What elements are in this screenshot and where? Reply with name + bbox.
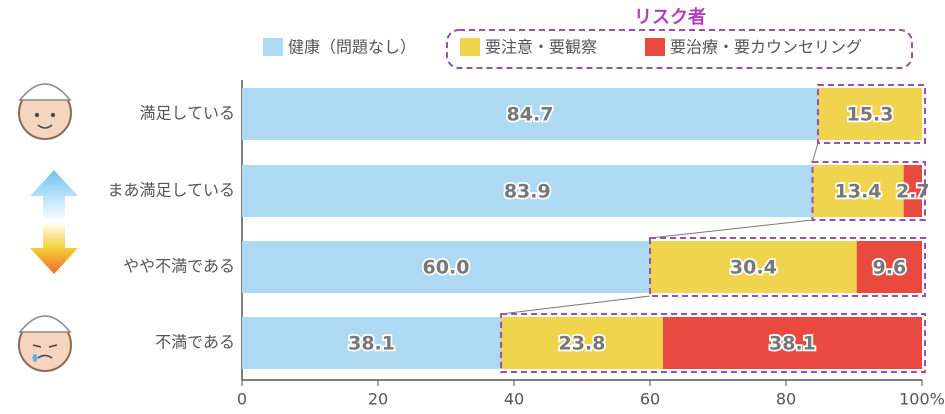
legend-swatch bbox=[263, 38, 283, 56]
x-tick-label: 40 bbox=[504, 390, 524, 409]
legend-label: 健康（問題なし） bbox=[288, 38, 416, 57]
value-label: 13.4 bbox=[835, 181, 882, 203]
value-label: 83.9 bbox=[504, 181, 551, 203]
chart: リスク者 0 20 40 60 80 100% 健康（問題なし） 要注意・要観察 要治療・要カウ… bbox=[0, 0, 945, 410]
value-label: 9.6 bbox=[873, 257, 907, 279]
value-label: 38.1 bbox=[769, 333, 816, 355]
value-label: 38.1 bbox=[348, 333, 395, 355]
risk-connector bbox=[650, 220, 813, 238]
value-label: 15.3 bbox=[847, 104, 894, 126]
y-tick-label: まあ満足している bbox=[107, 181, 235, 200]
value-label: 23.8 bbox=[559, 333, 606, 355]
x-tick-label: 60 bbox=[640, 390, 660, 409]
value-label: 30.4 bbox=[730, 257, 777, 279]
legend-label: 要治療・要カウンセリング bbox=[670, 38, 862, 57]
risk-connector bbox=[813, 143, 818, 162]
legend-label: 要注意・要観察 bbox=[485, 38, 597, 57]
value-label: 84.7 bbox=[507, 104, 554, 126]
y-tick-label: 満足している bbox=[139, 104, 235, 123]
y-tick-label: 不満である bbox=[155, 333, 235, 352]
value-label: 60.0 bbox=[423, 257, 470, 279]
y-tick-label: やや不満である bbox=[123, 257, 235, 276]
face-sad bbox=[19, 316, 71, 371]
x-tick-label: 0 bbox=[237, 390, 247, 409]
scale-arrow bbox=[30, 170, 78, 274]
face-happy bbox=[19, 84, 71, 139]
x-tick-label: 80 bbox=[776, 390, 796, 409]
annotation: リスク者 bbox=[634, 7, 706, 28]
x-tick-label: 20 bbox=[368, 390, 388, 409]
x-tick-label: 100% bbox=[899, 390, 945, 409]
legend-swatch bbox=[460, 38, 480, 56]
risk-connector bbox=[501, 296, 650, 314]
legend-swatch bbox=[645, 38, 665, 56]
